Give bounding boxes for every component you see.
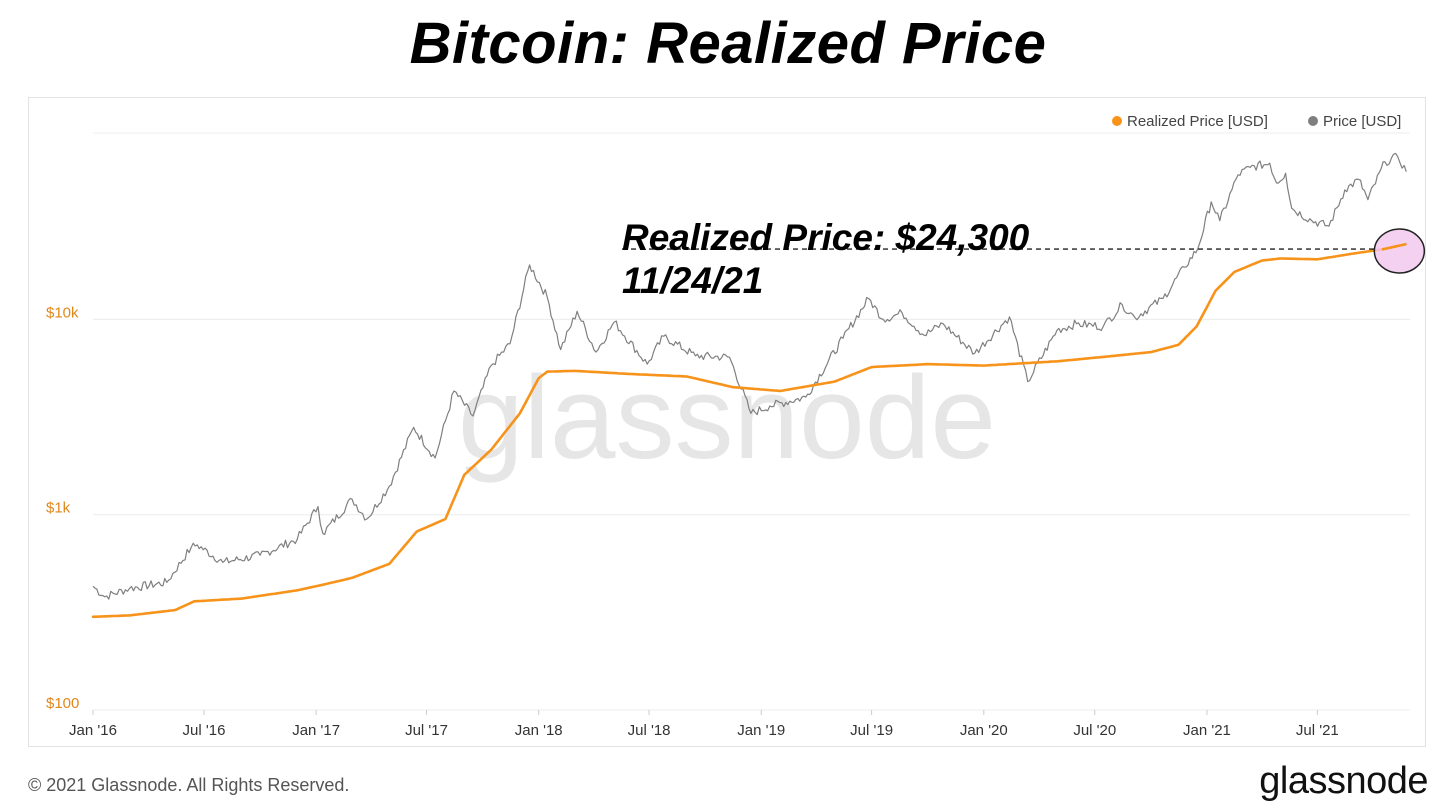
legend-marker-price — [1308, 116, 1318, 126]
x-tick-label: Jul '18 — [628, 722, 671, 739]
x-tick-label: Jul '21 — [1296, 722, 1339, 739]
series-line-price — [92, 152, 1407, 600]
legend-marker-realized — [1112, 116, 1122, 126]
y-axis: $100 $1k $10k — [46, 304, 79, 712]
x-tick-label: Jul '20 — [1073, 722, 1116, 739]
y-tick-label: $1k — [46, 500, 71, 517]
legend-label-price: Price [USD] — [1323, 113, 1401, 130]
grid-lines — [93, 132, 1410, 711]
watermark: glassnode — [458, 352, 996, 484]
annotation-group: Realized Price: $24,300 11/24/21 — [622, 217, 1426, 301]
x-tick-label: Jan '16 — [69, 722, 117, 739]
legend: Realized Price [USD] Price [USD] — [1112, 113, 1401, 130]
x-tick-label: Jul '17 — [405, 722, 448, 739]
annotation-highlight-ellipse — [1373, 228, 1426, 274]
x-tick-label: Jul '19 — [850, 722, 893, 739]
x-tick-label: Jan '20 — [960, 722, 1008, 739]
x-axis: Jan '16 Jul '16 Jan '17 Jul '17 Jan '18 Jul '… — [69, 710, 1339, 739]
x-tick-label: Jan '21 — [1183, 722, 1231, 739]
series-group — [91, 152, 1408, 619]
x-tick-label: Jan '19 — [737, 722, 785, 739]
copyright-text: © 2021 Glassnode. All Rights Reserved. — [28, 775, 350, 795]
y-tick-label: $10k — [46, 304, 79, 321]
glassnode-logo: glassnode — [1259, 760, 1428, 802]
annotation-text-date: 11/24/21 — [622, 260, 763, 301]
legend-label-realized: Realized Price [USD] — [1127, 113, 1268, 130]
y-tick-label: $100 — [46, 695, 79, 712]
series-line-realized-tail — [1381, 242, 1407, 251]
series-line-realized-price — [91, 242, 1408, 619]
x-tick-label: Jul '16 — [183, 722, 226, 739]
chart-frame — [28, 97, 1426, 747]
chart-title: Bitcoin: Realized Price — [409, 11, 1047, 76]
x-tick-label: Jan '17 — [292, 722, 340, 739]
x-tick-label: Jan '18 — [515, 722, 563, 739]
annotation-text-value: Realized Price: $24,300 — [622, 217, 1030, 258]
